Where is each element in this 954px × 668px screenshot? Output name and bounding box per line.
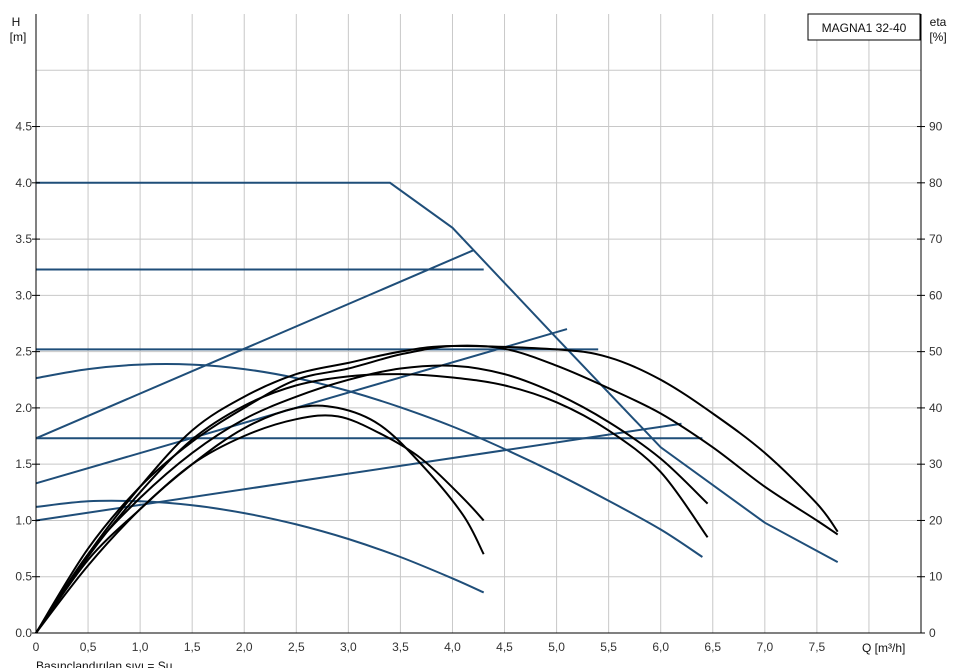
- right-axis-label-2: [%]: [929, 30, 946, 44]
- x-tick-label: 1,0: [132, 640, 149, 654]
- right-tick-label: 80: [929, 176, 943, 190]
- left-tick-label: 4.5: [15, 120, 32, 134]
- left-tick-label: 0.5: [15, 570, 32, 584]
- x-axis-label: Q [m³/h]: [862, 641, 905, 655]
- axes-layer: 0 0,5 1,0 1,5 2,0 2,5 3,0 3,5 4,0 4,5 5,0 5,5 6,0 6,5…: [15, 14, 943, 654]
- right-tick-label: 20: [929, 513, 943, 527]
- x-tick-label: 0,5: [80, 640, 97, 654]
- right-tick-label: 40: [929, 401, 943, 415]
- x-tick-label: 4,5: [496, 640, 513, 654]
- right-tick-label: 70: [929, 232, 943, 246]
- control-curve-0: [36, 181, 839, 563]
- x-tick-label: 5,0: [548, 640, 565, 654]
- left-tick-label: 2.5: [15, 345, 32, 359]
- right-tick-label: 10: [929, 570, 943, 584]
- left-tick-label: 2.0: [15, 401, 32, 415]
- control-curve-7: [35, 363, 703, 558]
- left-axis-label-1: H: [12, 15, 21, 29]
- right-tick-label: 90: [929, 120, 943, 134]
- control-curve-4: [35, 249, 474, 440]
- left-tick-label: 1.0: [15, 513, 32, 527]
- x-tick-label: 7,5: [809, 640, 826, 654]
- pump-curve-13: [35, 364, 709, 634]
- left-tick-label: 4.0: [15, 176, 32, 190]
- control-curve-6: [35, 422, 682, 522]
- x-tick-label: 0: [33, 640, 40, 654]
- chart-title: MAGNA1 32-40: [822, 21, 907, 35]
- x-tick-label: 4,0: [444, 640, 461, 654]
- left-tick-label: 3.0: [15, 288, 32, 302]
- left-tick-label: 0.0: [15, 626, 32, 640]
- x-tick-label: 3,0: [340, 640, 357, 654]
- title-frame: [807, 13, 921, 41]
- left-tick-label: 1.5: [15, 457, 32, 471]
- x-tick-label: 3,5: [392, 640, 409, 654]
- pump-curve-10: [35, 373, 709, 634]
- x-tick-label: 6,0: [652, 640, 669, 654]
- right-tick-label: 0: [929, 626, 936, 640]
- x-tick-label: 2,5: [288, 640, 305, 654]
- right-tick-label: 30: [929, 457, 943, 471]
- pump-curve-14: [35, 414, 485, 634]
- grid-layer: [36, 14, 921, 633]
- right-axis-label-1: eta: [930, 15, 947, 29]
- x-tick-label: 6,5: [704, 640, 721, 654]
- title-box: MAGNA1 32-40: [807, 13, 921, 41]
- right-tick-label: 60: [929, 288, 943, 302]
- pump-curve-12: [35, 344, 839, 634]
- series-layer: [35, 181, 839, 634]
- right-tick-label: 50: [929, 345, 943, 359]
- x-tick-label: 2,0: [236, 640, 253, 654]
- left-axis-label-2: [m]: [10, 30, 27, 44]
- x-tick-label: 1,5: [184, 640, 201, 654]
- left-tick-label: 3.5: [15, 232, 32, 246]
- control-curve-8: [35, 499, 485, 594]
- footnote: Basınçlandırılan sıvı = Su: [36, 659, 172, 668]
- pump-curve-9: [35, 344, 839, 634]
- pump-curve-11: [35, 404, 485, 634]
- x-tick-label: 5,5: [600, 640, 617, 654]
- x-tick-label: 7,0: [756, 640, 773, 654]
